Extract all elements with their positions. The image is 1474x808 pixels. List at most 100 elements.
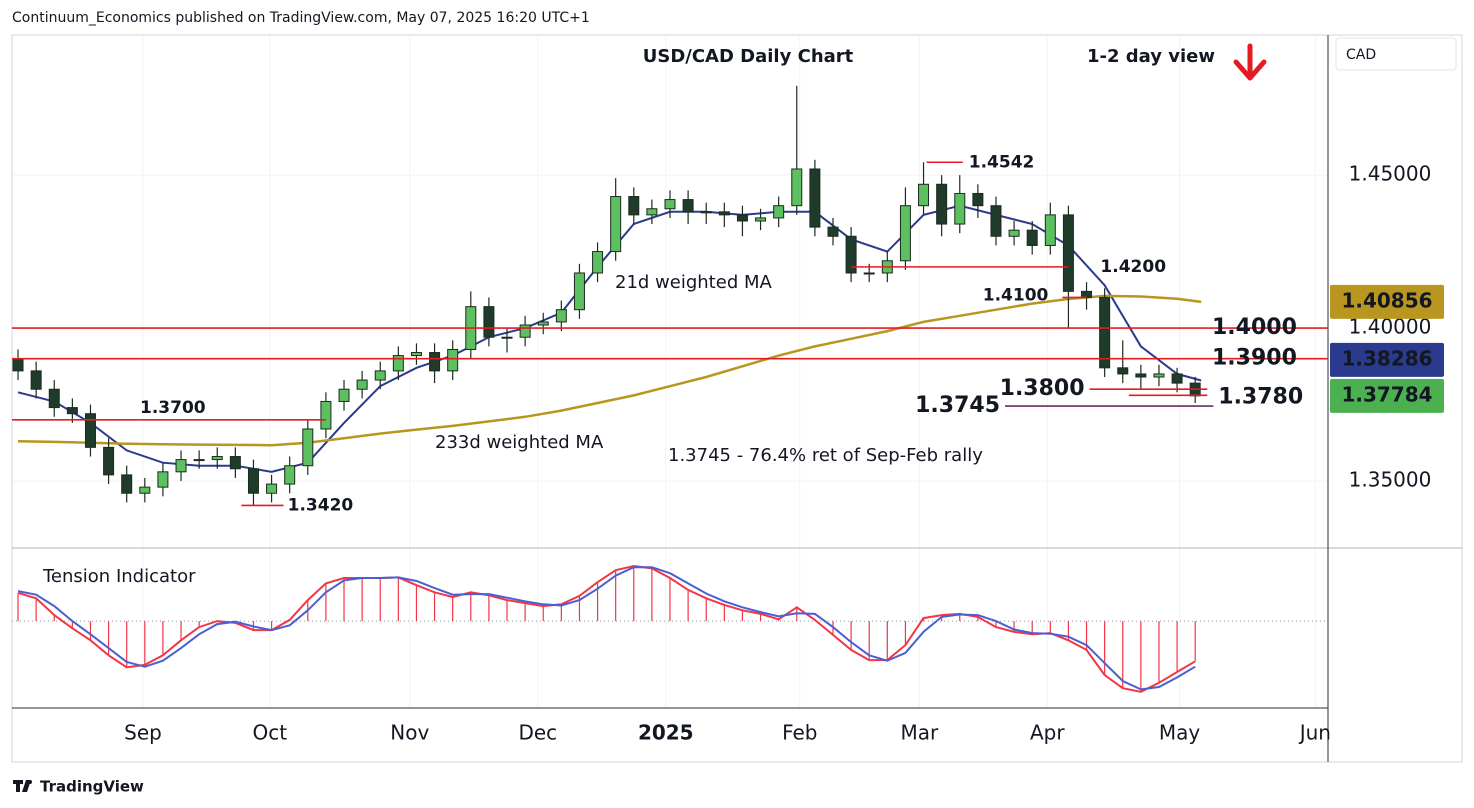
candle-body bbox=[30, 370, 42, 390]
candle-body bbox=[1117, 367, 1129, 375]
x-tick-label: Oct bbox=[252, 721, 287, 745]
down-arrow bbox=[1233, 43, 1267, 81]
candle-body bbox=[247, 468, 259, 494]
indicator-line bbox=[17, 564, 1196, 693]
candle-body bbox=[501, 336, 513, 339]
level-label: 1.4542 bbox=[969, 152, 1035, 172]
candle-body bbox=[954, 192, 966, 225]
logo-dot bbox=[28, 780, 32, 784]
candle-body bbox=[573, 272, 585, 311]
candle-body bbox=[1081, 290, 1093, 298]
candle-body bbox=[284, 465, 296, 485]
candle-body bbox=[447, 348, 459, 372]
price-box bbox=[1330, 342, 1444, 377]
y-tick-label: 1.45000 bbox=[1349, 162, 1432, 186]
candle-body bbox=[302, 428, 314, 467]
x-tick-label: Feb bbox=[782, 721, 817, 745]
candle-body bbox=[338, 388, 350, 402]
footer: TradingView bbox=[40, 778, 144, 796]
candle-body bbox=[12, 358, 24, 372]
candle-body bbox=[773, 205, 785, 219]
candle-body bbox=[1135, 373, 1147, 378]
level-label: 1.3800 bbox=[1000, 376, 1085, 401]
candle-body bbox=[936, 183, 948, 225]
series-label: 21d weighted MA bbox=[615, 272, 772, 293]
moving-average bbox=[17, 294, 1202, 447]
level-label: 1.3780 bbox=[1218, 384, 1303, 409]
candle-body bbox=[718, 211, 730, 216]
candle-body bbox=[809, 168, 821, 228]
candle-body bbox=[266, 483, 278, 494]
candle-body bbox=[918, 183, 930, 207]
candle-body bbox=[755, 217, 767, 222]
candle-body bbox=[682, 199, 694, 213]
candle-body bbox=[483, 306, 495, 338]
price-box bbox=[1330, 378, 1444, 413]
indicator-title: Tension Indicator bbox=[42, 566, 196, 587]
logo-stem bbox=[16, 780, 20, 792]
annotation: 1.3745 - 76.4% ret of Sep-Feb rally bbox=[668, 445, 983, 466]
candle-body bbox=[1153, 373, 1165, 378]
candle-body bbox=[392, 355, 404, 372]
currency-box bbox=[1335, 37, 1457, 71]
x-tick-label: Sep bbox=[124, 721, 162, 745]
candle-body bbox=[1171, 373, 1183, 384]
x-tick-label: Mar bbox=[900, 721, 939, 745]
price-box-label: 1.40856 bbox=[1341, 288, 1432, 312]
currency: CAD bbox=[1346, 47, 1376, 63]
candle-body bbox=[592, 251, 604, 274]
chart-title: USD/CAD Daily Chart bbox=[643, 46, 854, 67]
candle-body bbox=[175, 459, 187, 473]
candle-body bbox=[139, 486, 151, 494]
level-label: 1.3420 bbox=[288, 495, 354, 515]
candle-body bbox=[1062, 214, 1074, 292]
subtitle: 1-2 day view bbox=[1087, 46, 1215, 67]
candle-body bbox=[356, 379, 368, 390]
candle-body bbox=[519, 324, 531, 338]
candle-body bbox=[610, 196, 622, 253]
candle-body bbox=[1008, 229, 1020, 237]
candle-body bbox=[410, 352, 422, 357]
candle-body bbox=[1044, 214, 1056, 246]
candle-body bbox=[664, 199, 676, 210]
price-box-label: 1.38286 bbox=[1341, 346, 1432, 370]
x-tick-label: 2025 bbox=[638, 721, 694, 745]
candle-body bbox=[157, 471, 169, 488]
candle-body bbox=[121, 474, 133, 494]
x-tick-label: Apr bbox=[1030, 721, 1065, 745]
x-tick-label: Nov bbox=[390, 721, 429, 745]
candle-body bbox=[972, 192, 984, 207]
candle-body bbox=[990, 205, 1002, 237]
y-tick-label: 1.35000 bbox=[1349, 468, 1432, 492]
candle-body bbox=[103, 446, 115, 476]
price-box bbox=[1330, 284, 1444, 319]
candle-body bbox=[1099, 296, 1111, 369]
candle-body bbox=[1026, 229, 1038, 246]
x-tick-label: May bbox=[1159, 721, 1201, 745]
level-label: 1.3700 bbox=[140, 398, 206, 418]
candle-body bbox=[429, 352, 441, 372]
level-label: 1.4200 bbox=[1100, 257, 1166, 277]
x-tick-label: Dec bbox=[518, 721, 557, 745]
logo bbox=[13, 780, 32, 792]
candle-body bbox=[555, 309, 567, 323]
candle-body bbox=[845, 235, 857, 274]
price-box-label: 1.37784 bbox=[1341, 382, 1432, 406]
header: Continuum_Economics published on Trading… bbox=[12, 10, 590, 26]
level-label: 1.3745 bbox=[915, 393, 1000, 418]
candle-body bbox=[211, 456, 223, 461]
candle-body bbox=[320, 400, 332, 430]
candle-body bbox=[791, 168, 803, 207]
candle-body bbox=[863, 272, 875, 275]
candle-body bbox=[537, 321, 549, 326]
level-label: 1.4000 bbox=[1212, 315, 1297, 340]
candle-body bbox=[193, 459, 205, 462]
candle-body bbox=[229, 456, 241, 470]
candle-body bbox=[48, 388, 60, 409]
candle-body bbox=[700, 211, 712, 214]
level-label: 1.3900 bbox=[1212, 346, 1297, 371]
candle-body bbox=[628, 196, 640, 216]
